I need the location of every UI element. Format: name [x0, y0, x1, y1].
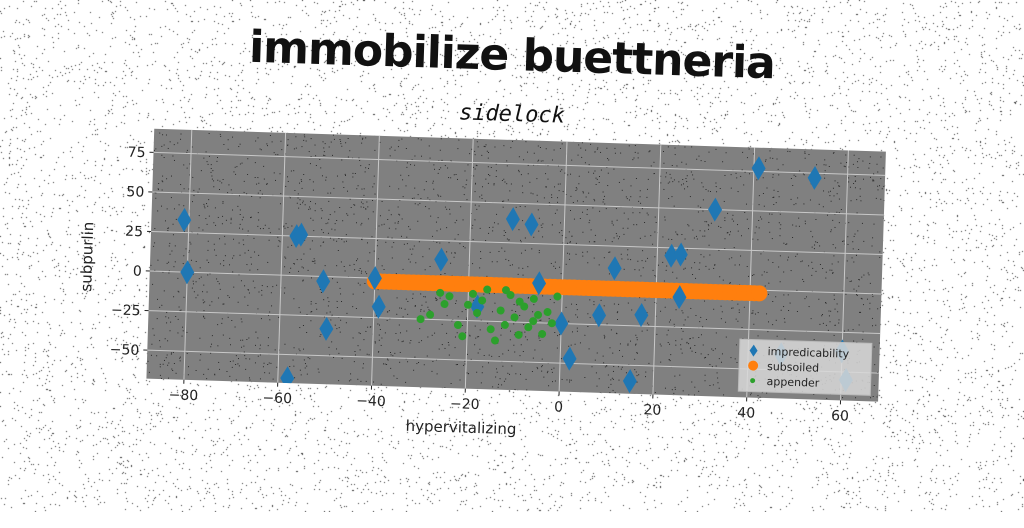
x-tick-label: 60 — [831, 408, 849, 425]
legend-label-subsoiled: subsoiled — [767, 360, 819, 375]
y-tick-label: −25 — [111, 302, 141, 319]
x-tick-label: 40 — [737, 405, 755, 422]
y-tick-label: 0 — [133, 264, 142, 280]
legend-label-impredicability: impredicability — [767, 345, 849, 361]
x-tick-label: 20 — [643, 402, 661, 419]
x-tick-label: −40 — [356, 393, 386, 410]
legend-label-appender: appender — [766, 375, 820, 390]
y-axis-label: subpurlin — [77, 221, 97, 291]
y-tick-label: 75 — [127, 145, 145, 162]
y-tick-label: 25 — [125, 224, 143, 241]
y-tick-label: −50 — [109, 342, 139, 359]
x-tick-label: −60 — [262, 390, 292, 407]
x-tick-label: −20 — [450, 396, 480, 413]
y-tick-label: 50 — [126, 184, 144, 201]
x-tick-label: −80 — [168, 387, 198, 404]
x-axis-label: hypervitalizing — [405, 417, 516, 438]
y-axis-ticks: −50 −25 0 25 50 75 — [109, 144, 153, 359]
x-tick-label: 0 — [554, 399, 563, 415]
